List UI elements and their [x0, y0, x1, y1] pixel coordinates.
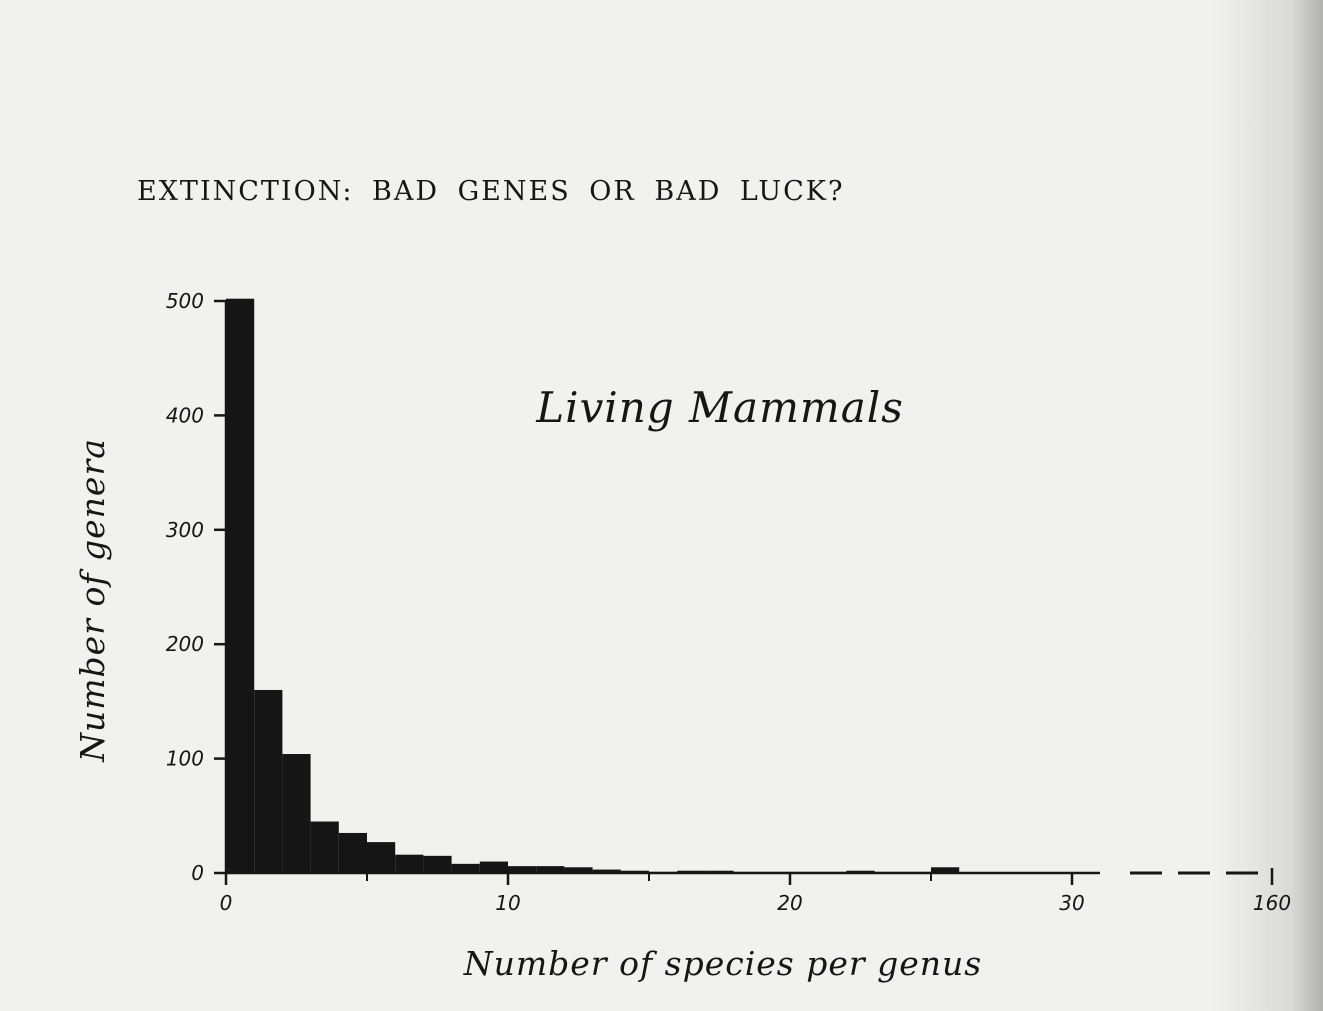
y-tick-label: 100 — [166, 747, 204, 771]
y-tick-label: 300 — [166, 518, 204, 542]
chart-labels: 0 100 200 300 400 500 0 10 20 30 160 Number of spec… — [73, 289, 1291, 983]
chart-axes — [214, 299, 1274, 885]
histogram-bar — [282, 754, 311, 873]
histogram-bar — [310, 821, 339, 873]
y-tick-label: 0 — [191, 861, 204, 885]
histogram-bar — [451, 863, 480, 873]
x-tick-label: 30 — [1059, 891, 1084, 915]
running-head: EXTINCTION: BAD GENES OR BAD LUCK? — [137, 176, 845, 207]
histogram-bar — [508, 866, 537, 873]
x-tick-label: 0 — [220, 891, 233, 915]
histogram-bars — [226, 298, 960, 873]
histogram-bar — [254, 689, 283, 873]
histogram-bar — [536, 866, 565, 873]
histogram-bar — [592, 869, 621, 873]
y-tick-label: 200 — [166, 632, 204, 656]
y-tick-label: 500 — [166, 289, 204, 313]
histogram-bar — [395, 854, 424, 873]
x-tick-label: 160 — [1253, 891, 1291, 915]
x-tick-label: 10 — [495, 891, 520, 915]
x-tick-label: 20 — [777, 891, 802, 915]
chart-annotation: Living Mammals — [535, 383, 904, 432]
y-axis-title: Number of genera — [73, 438, 112, 763]
y-tick-label: 400 — [166, 403, 204, 427]
histogram-bar — [423, 855, 452, 873]
x-axis-title: Number of species per genus — [463, 944, 983, 983]
histogram-bar — [931, 867, 960, 873]
histogram-bar — [338, 832, 367, 873]
histogram-bar — [367, 842, 396, 873]
histogram-bar — [479, 861, 508, 873]
histogram-bar — [226, 298, 255, 873]
histogram-bar — [564, 867, 593, 873]
